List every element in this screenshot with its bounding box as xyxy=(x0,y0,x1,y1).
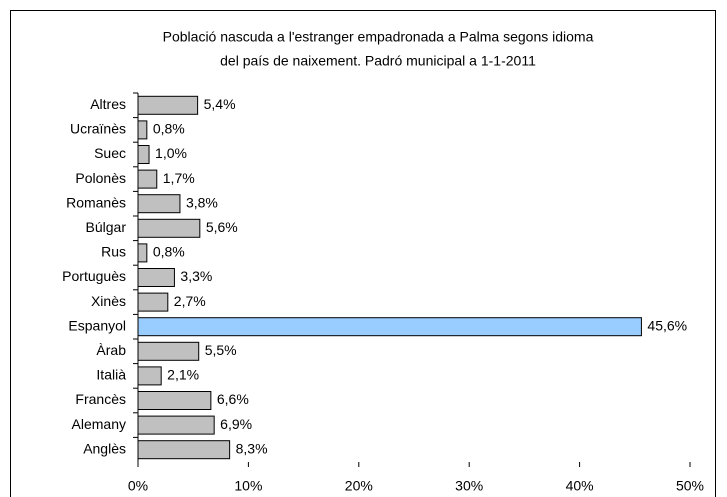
bar xyxy=(137,169,158,189)
value-label: 45,6% xyxy=(647,317,687,333)
bar xyxy=(137,145,150,164)
value-label: 1,7% xyxy=(163,170,195,186)
value-label: 5,5% xyxy=(205,342,237,358)
x-tick-label: 30% xyxy=(455,478,483,494)
value-label: 3,3% xyxy=(180,268,212,284)
bar xyxy=(137,243,148,263)
y-tick-label: Romanès xyxy=(66,194,126,210)
bar xyxy=(137,415,215,435)
bar xyxy=(137,317,642,337)
value-label: 2,1% xyxy=(167,367,199,383)
x-tick-label: 0% xyxy=(128,478,148,494)
value-label: 5,6% xyxy=(206,219,238,235)
bar xyxy=(137,341,200,361)
bar xyxy=(137,194,181,214)
value-label: 5,4% xyxy=(204,96,236,112)
y-tick-label: Portuguès xyxy=(62,268,126,284)
y-tick-label: Suec xyxy=(94,145,126,161)
value-label: 0,8% xyxy=(153,121,185,137)
chart-title: del país de naixement. Padró municipal a… xyxy=(220,53,536,69)
y-tick-label: Xinès xyxy=(91,293,126,309)
value-label: 0,8% xyxy=(153,244,185,260)
value-label: 6,6% xyxy=(217,391,249,407)
bar xyxy=(137,120,148,140)
bar xyxy=(137,391,212,410)
y-tick-label: Italià xyxy=(96,367,126,383)
y-tick-label: Altres xyxy=(90,96,126,112)
y-tick-label: Rus xyxy=(101,244,126,260)
value-label: 8,3% xyxy=(236,440,268,456)
value-label: 1,0% xyxy=(155,145,187,161)
bar xyxy=(137,95,199,115)
x-tick-label: 10% xyxy=(234,478,262,494)
y-tick-label: Ucraïnès xyxy=(70,121,126,137)
y-tick-label: Francès xyxy=(75,391,126,407)
y-tick-label: Alemany xyxy=(72,416,126,432)
bar xyxy=(137,440,231,460)
value-label: 2,7% xyxy=(174,293,206,309)
bar xyxy=(137,218,201,238)
y-tick-label: Búlgar xyxy=(86,219,127,235)
y-tick-label: Polonès xyxy=(75,170,126,186)
x-tick-label: 40% xyxy=(566,478,594,494)
bar xyxy=(137,268,175,287)
chart-title: Població nascuda a l'estranger empadrona… xyxy=(163,29,594,45)
value-label: 3,8% xyxy=(186,194,218,210)
y-tick-label: Espanyol xyxy=(68,317,126,333)
y-tick-label: Anglès xyxy=(83,440,126,456)
x-tick-label: 50% xyxy=(676,478,704,494)
value-label: 6,9% xyxy=(220,416,252,432)
x-tick-label: 20% xyxy=(345,478,373,494)
bar xyxy=(137,292,169,312)
chart-frame xyxy=(10,10,716,497)
y-tick-label: Àrab xyxy=(96,342,126,358)
bar xyxy=(137,366,162,386)
